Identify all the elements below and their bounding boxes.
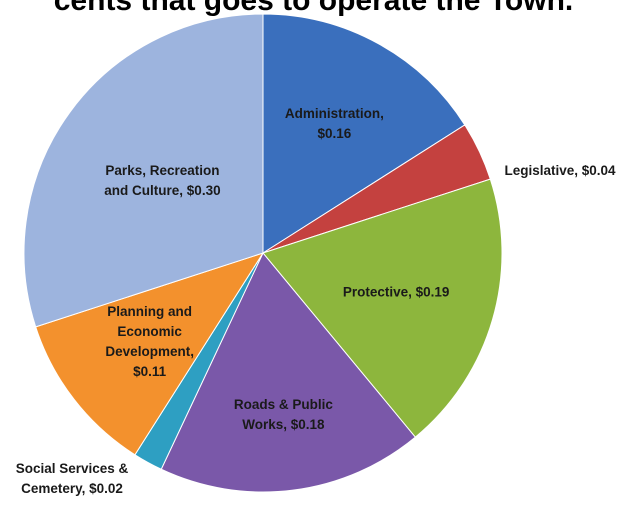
pie-slice — [160, 252, 417, 493]
slice-label-line: Works, $0.18 — [242, 417, 325, 432]
slice-label-line: Development, — [105, 344, 194, 359]
slice-label-line: $0.11 — [133, 364, 167, 379]
slice-label: Protective, $0.19 — [343, 285, 450, 300]
slice-label-line: Parks, Recreation — [105, 163, 219, 178]
chart-title: cents that goes to operate the Town. — [53, 0, 574, 17]
slice-label-line: Legislative, $0.04 — [504, 163, 616, 178]
slice-label: Planning and Economic Development, $0.11 — [105, 304, 194, 379]
slice-label-line: and Culture, $0.30 — [104, 183, 220, 198]
slice-label: Administration, $0.16 — [285, 106, 384, 141]
slice-label-line: Cemetery, $0.02 — [21, 481, 123, 496]
pie-slice — [23, 13, 264, 328]
slice-label-line: Administration, — [285, 106, 384, 121]
slice-label-line: Social Services & — [16, 461, 129, 476]
slice-label-line: Planning and — [107, 304, 192, 319]
pie-slice — [262, 178, 503, 438]
slice-label: Social Services & Cemetery, $0.02 — [16, 461, 129, 496]
slice-label: Legislative, $0.04 — [504, 163, 616, 178]
slice-label: Roads & Public Works, $0.18 — [234, 397, 334, 432]
slice-label-line: Economic — [117, 324, 182, 339]
pie-slice — [35, 252, 265, 456]
pie-slice — [262, 13, 466, 254]
slice-label-line: $0.16 — [317, 126, 351, 141]
slice-label: Parks, Recreation and Culture, $0.30 — [104, 163, 220, 198]
slice-label-line: Roads & Public — [234, 397, 334, 412]
slice-label-line: Protective, $0.19 — [343, 285, 450, 300]
